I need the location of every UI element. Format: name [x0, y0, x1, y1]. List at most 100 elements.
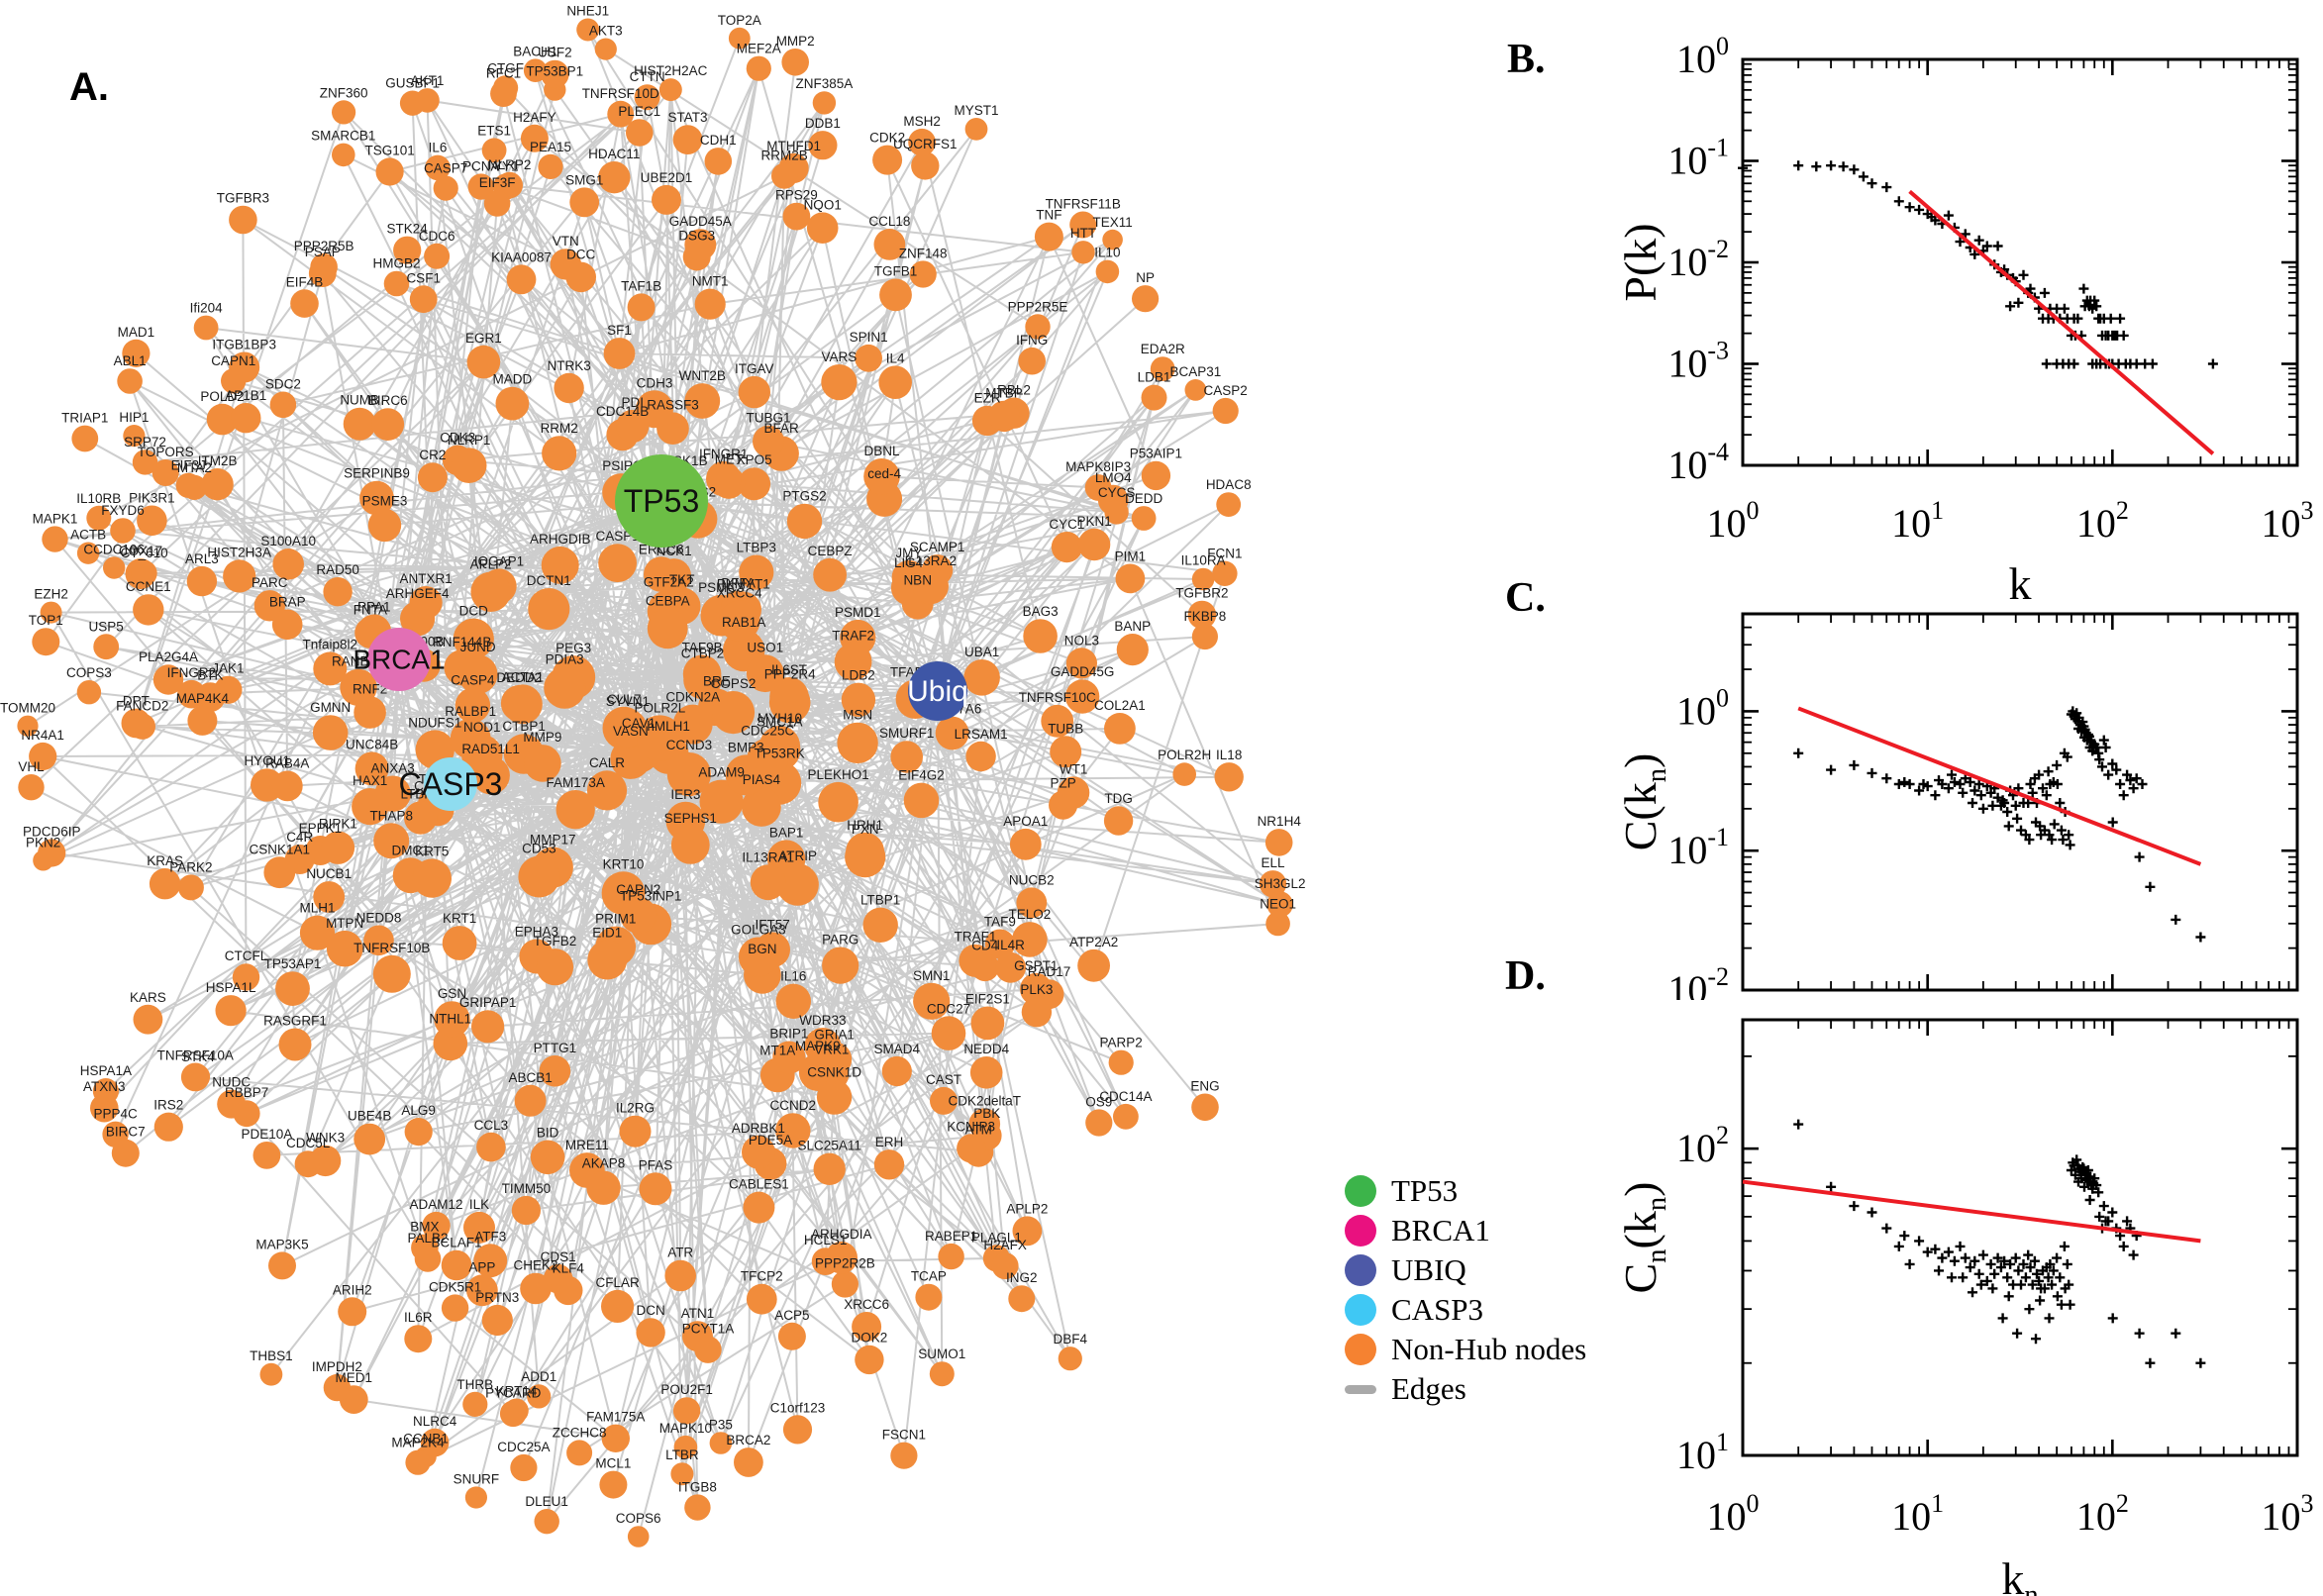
network-node-label: TUBB [1048, 721, 1083, 736]
network-node-label: RIPK1 [319, 817, 357, 832]
network-node-label: PDI [622, 395, 645, 410]
network-node-label: IFNGR1 [699, 447, 749, 461]
network-node-label: LDB1 [1138, 370, 1171, 385]
network-node-label: SERPINB9 [344, 466, 410, 481]
network-node-label: OS9 [1085, 1094, 1112, 1109]
network-node [372, 954, 411, 993]
network-node [323, 577, 353, 607]
network-node-label: BAP1 [769, 825, 804, 840]
network-node [71, 425, 99, 452]
network-node-label: DBF4 [1054, 1332, 1088, 1347]
legend-item-tp53: TP53 [1345, 1171, 1586, 1211]
network-node-label: CDC27 [927, 1001, 970, 1016]
network-node-label: EZR [974, 391, 1001, 406]
network-node-label: CDK3 [440, 431, 475, 446]
network-node-label: IER3 [670, 787, 700, 802]
network-node-label: TNFRSF10C [1019, 690, 1096, 705]
network-node-label: FXYD6 [101, 503, 145, 518]
network-node-label: LTBR [665, 1447, 699, 1462]
network-node [658, 78, 682, 102]
network-node [1132, 285, 1160, 313]
network-node [461, 734, 503, 776]
y-tick-label: 10-2 [1667, 962, 1729, 1000]
network-node [747, 738, 789, 780]
network-node-label: TIMM50 [502, 1181, 552, 1196]
network-node-label: ZNF385A [796, 76, 854, 91]
x-tick-label: 103 [2262, 496, 2314, 546]
network-node [738, 467, 771, 501]
network-node [594, 38, 617, 60]
network-node [541, 546, 579, 584]
network-node [1065, 648, 1097, 679]
network-node-label: RFC1 [486, 65, 521, 80]
network-node-label: CR2 [419, 448, 446, 462]
network-node [743, 1191, 775, 1224]
network-node-label: TFCP2 [741, 1269, 783, 1284]
network-node-label: THAP8 [369, 808, 413, 823]
network-node-label: PPP4C [93, 1107, 138, 1122]
network-node-label: IL10RB [76, 491, 121, 506]
network-node [152, 664, 184, 695]
network-node [1051, 532, 1082, 563]
network-node-label: RAD50 [316, 562, 359, 577]
network-node [890, 741, 923, 773]
network-node [965, 741, 996, 772]
network-node [719, 600, 760, 642]
network-node-label: HMGB2 [372, 256, 420, 271]
network-node-label: TP53INP1 [620, 889, 681, 904]
network-node-label: COPS3 [66, 665, 112, 680]
network-node [201, 468, 234, 501]
network-node-label: CCND2 [770, 1098, 817, 1113]
network-node [152, 459, 179, 486]
network-node [554, 372, 584, 404]
network-node-label: TOPORS [138, 445, 194, 459]
network-node [352, 788, 389, 826]
network-node-label: PPP2R4 [764, 667, 816, 682]
network-node [528, 588, 570, 631]
node-color-swatch [1345, 1294, 1376, 1326]
network-node-label: MAP2K4 [391, 1436, 445, 1450]
network-node-label: ANTXR1 [399, 571, 452, 586]
x-tick-label: 102 [2076, 496, 2129, 546]
network-node [935, 716, 969, 750]
network-node-label: KIAA0087 [491, 249, 552, 264]
y-tick-label: 10-4 [1667, 438, 1729, 487]
network-node-label: TP53RK [755, 747, 805, 761]
network-node [313, 651, 348, 686]
legend-item-non-hub-nodes: Non-Hub nodes [1345, 1330, 1586, 1369]
network-node-label: LIG4 [894, 555, 924, 570]
network-node-label: CTBP1 [502, 719, 546, 734]
network-node-label: THBS1 [250, 1348, 293, 1363]
network-node [1012, 922, 1048, 957]
panel-d-label: D. [1505, 953, 1546, 999]
network-node-label: ENG [1190, 1079, 1219, 1094]
network-node-label: PARP2 [1100, 1036, 1143, 1050]
network-node [17, 715, 39, 737]
network-node-label: MCL1 [595, 1456, 631, 1471]
network-node-label: NDUFS1 [408, 715, 461, 730]
network-node-label: PARC [252, 575, 288, 590]
network-node [912, 567, 949, 605]
y-axis-label: C(kn) [1615, 753, 1672, 851]
network-node-label: IL6R [404, 1310, 433, 1325]
network-node-label: CEBPA [646, 593, 690, 608]
network-node-label: THRB [456, 1377, 493, 1392]
network-node [193, 315, 219, 341]
network-node-label: S100A10 [260, 534, 316, 549]
network-node-label: ACTA1 [502, 669, 545, 684]
legend-item-brca1: BRCA1 [1345, 1211, 1586, 1250]
network-node [117, 368, 143, 394]
network-node [483, 190, 511, 217]
node-color-swatch [1345, 1175, 1376, 1207]
node-color-swatch [1345, 1254, 1376, 1286]
network-node [636, 390, 673, 429]
network-node [959, 944, 992, 977]
network-node-label: BRAP [269, 595, 306, 610]
network-node-label: UBE4B [348, 1109, 391, 1124]
network-node-label: TSG101 [364, 143, 414, 157]
network-node-label: PLEC1 [618, 104, 660, 119]
network-node [1025, 314, 1051, 340]
network-node [1069, 211, 1097, 239]
network-node [133, 594, 164, 626]
network-node [18, 774, 45, 801]
